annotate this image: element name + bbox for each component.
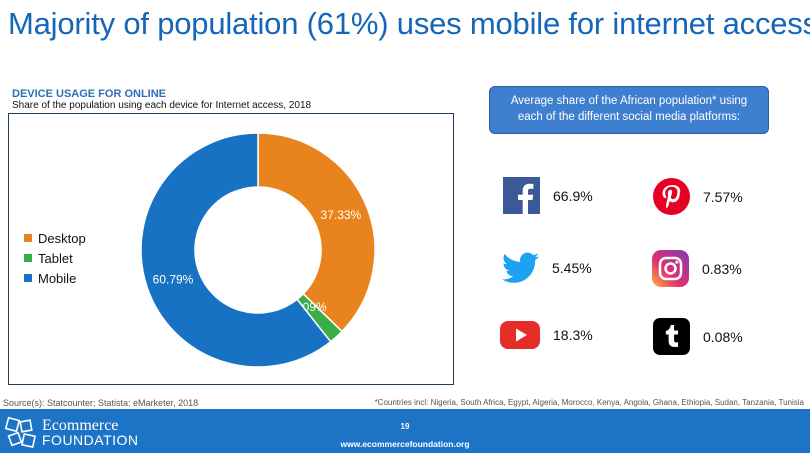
chart-legend: Desktop Tablet Mobile [24, 228, 86, 288]
instagram-value: 0.83% [702, 260, 742, 277]
source-note: Source(s): Statcounter; Statista; eMarke… [3, 398, 199, 408]
pinterest-value: 7.57% [703, 188, 743, 205]
legend-item-desktop: Desktop [24, 228, 86, 248]
chart-heading: DEVICE USAGE FOR ONLINE [12, 88, 167, 100]
facebook-value: 66.9% [553, 187, 593, 204]
footer-logo: Ecommerce FOUNDATION [4, 416, 139, 450]
social-twitter: 5.45% [502, 249, 592, 286]
youtube-value: 18.3% [553, 326, 593, 343]
donut-label-desktop: 37.33% [321, 208, 362, 222]
footer-bar: Ecommerce FOUNDATION 19 www.ecommercefou… [0, 409, 810, 453]
slide-title: Majority of population (61%) uses mobile… [8, 6, 810, 41]
tumblr-icon [653, 318, 690, 355]
twitter-value: 5.45% [552, 259, 592, 276]
social-youtube: 18.3% [500, 316, 593, 353]
footer-url[interactable]: www.ecommercefoundation.org [340, 439, 470, 449]
social-facebook: 66.9% [503, 177, 593, 214]
social-pinterest: 7.57% [653, 178, 743, 215]
instagram-icon [652, 250, 689, 287]
legend-label-tablet: Tablet [38, 250, 73, 266]
chart-frame: 37.33% 2.09% 60.79% [8, 113, 454, 385]
ecommerce-foundation-logo-icon [4, 416, 36, 448]
twitter-icon [502, 249, 539, 286]
legend-swatch-tablet [24, 254, 32, 262]
pinterest-icon [653, 178, 690, 215]
donut-slice-desktop [257, 132, 376, 333]
legend-swatch-desktop [24, 234, 32, 242]
facebook-icon [503, 177, 540, 214]
legend-swatch-mobile [24, 274, 32, 282]
footer-brand: Ecommerce FOUNDATION [42, 418, 139, 448]
countries-footnote: *Countries incl: Nigeria, South Africa, … [374, 398, 804, 407]
youtube-icon [500, 316, 540, 353]
footer-brand-line2: FOUNDATION [42, 432, 139, 448]
legend-label-mobile: Mobile [38, 270, 77, 286]
donut-chart: 37.33%2.09%60.79% [140, 132, 376, 368]
legend-item-tablet: Tablet [24, 248, 86, 268]
social-tumblr: 0.08% [653, 318, 743, 355]
footer-brand-line1: Ecommerce [42, 417, 119, 434]
legend-item-mobile: Mobile [24, 268, 86, 288]
chart-subtitle: Share of the population using each devic… [12, 100, 312, 111]
donut-label-mobile: 60.79% [153, 273, 194, 287]
legend-label-desktop: Desktop [38, 230, 86, 246]
social-media-callout: Average share of the African population*… [489, 86, 769, 134]
social-instagram: 0.83% [652, 250, 742, 287]
donut-slice-mobile [140, 132, 332, 368]
page-number: 19 [400, 422, 410, 431]
tumblr-value: 0.08% [703, 328, 743, 345]
